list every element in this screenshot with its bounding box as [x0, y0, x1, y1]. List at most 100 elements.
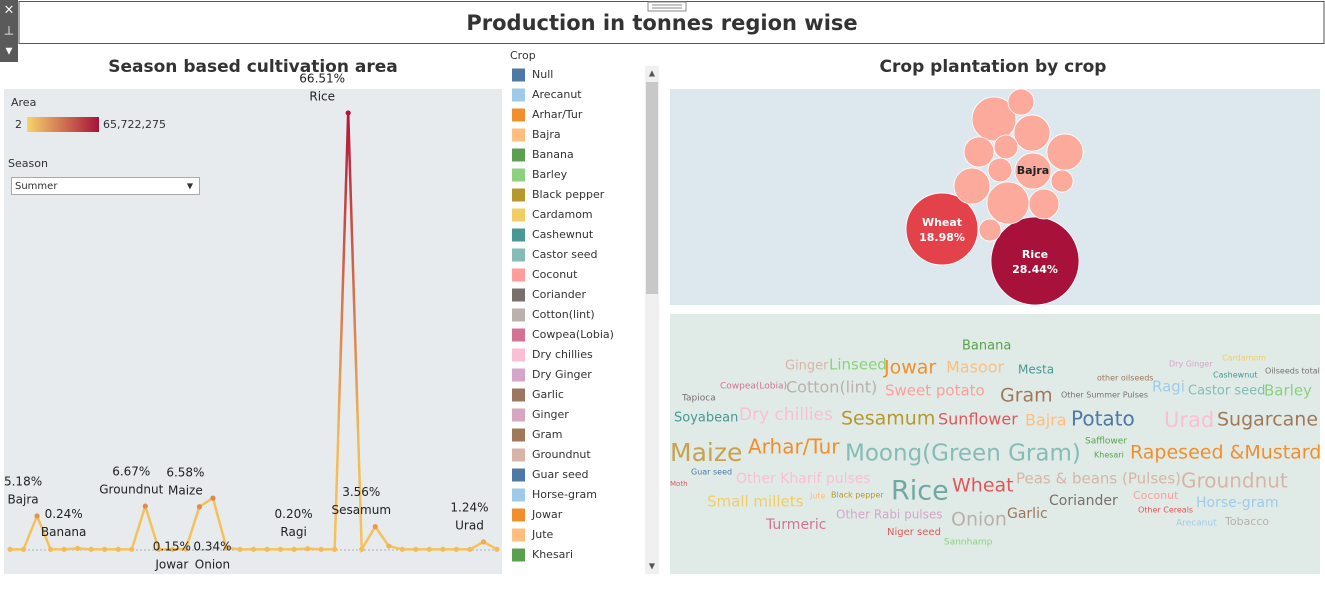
- point: [467, 546, 473, 552]
- legend-item: Groundnut: [532, 448, 591, 461]
- word: Barley: [1264, 382, 1312, 400]
- word: Rice: [891, 476, 949, 507]
- point: [61, 546, 67, 552]
- legend-swatch: [512, 328, 525, 342]
- legend-swatch: [512, 388, 525, 402]
- legend-item: Jowar: [531, 508, 563, 521]
- menu-icon[interactable]: ▼: [6, 47, 13, 57]
- point: [480, 539, 487, 545]
- season-dropdown[interactable]: [11, 177, 200, 195]
- legend-swatch: [512, 348, 525, 362]
- point: [237, 546, 243, 552]
- legend-swatch: [512, 228, 525, 242]
- data-label: 0.34%: [193, 540, 231, 554]
- point: [183, 546, 189, 552]
- point-label: Groundnut: [99, 483, 163, 497]
- point: [494, 546, 500, 552]
- bubble: [993, 134, 1019, 160]
- word: Arecanut: [1176, 519, 1217, 529]
- scroll-up[interactable]: ▲: [649, 69, 656, 78]
- legend-swatch: [512, 208, 525, 222]
- point: [115, 546, 121, 552]
- point-label: Jowar: [154, 558, 188, 572]
- legend-item: Cowpea(Lobia): [532, 328, 614, 341]
- legend-swatch: [512, 168, 525, 182]
- panel-title: Season based cultivation area: [108, 57, 397, 77]
- word: Cotton(lint): [786, 378, 877, 397]
- word: Coconut: [1133, 489, 1179, 502]
- word: Linseed: [829, 356, 887, 374]
- legend-item: Dry chillies: [532, 348, 593, 361]
- word: Khesari: [1094, 451, 1124, 460]
- point-label: Bajra: [7, 492, 38, 506]
- header-box: [18, 1, 1325, 44]
- legend-swatch: [512, 468, 525, 482]
- word: Safflower: [1085, 437, 1127, 447]
- legend-swatch: [512, 508, 525, 522]
- word: Banana: [962, 339, 1011, 354]
- word: Cardamom: [1222, 354, 1266, 363]
- drag-handle[interactable]: [647, 1, 687, 12]
- point: [332, 546, 338, 552]
- bubble: [905, 192, 979, 266]
- point: [102, 546, 108, 552]
- bubble-label: Wheat: [922, 216, 962, 229]
- close-icon[interactable]: ×: [4, 3, 15, 18]
- legend-swatch: [512, 448, 525, 462]
- word: Peas & beans (Pulses): [1016, 470, 1181, 488]
- word: Urad: [1164, 408, 1214, 432]
- scroll-thumb[interactable]: [646, 82, 658, 294]
- point: [291, 546, 297, 552]
- word: Black pepper: [831, 491, 884, 500]
- bubble: [953, 167, 991, 205]
- bubble: [990, 216, 1080, 306]
- legend-item: Bajra: [532, 128, 561, 141]
- word: Other Cereals: [1138, 506, 1193, 515]
- point: [399, 546, 405, 552]
- word: Small millets: [707, 493, 804, 511]
- legend-item: Jute: [531, 528, 554, 541]
- bubble: [1013, 114, 1051, 152]
- point: [196, 504, 202, 510]
- legend-swatch: [512, 108, 525, 122]
- bubble: [963, 136, 995, 168]
- pin-icon[interactable]: ⊥: [4, 24, 14, 38]
- point: [156, 546, 162, 552]
- line-panel: [4, 89, 502, 574]
- scroll-down[interactable]: ▼: [649, 562, 656, 571]
- legend-item: Cardamom: [532, 208, 593, 221]
- legend-swatch: [512, 288, 525, 302]
- legend-item: Guar seed: [532, 468, 589, 481]
- legend-item: Coconut: [532, 268, 578, 281]
- bubble: [971, 96, 1017, 142]
- point: [305, 546, 311, 552]
- bubble: [1050, 169, 1074, 193]
- word: Tapioca: [681, 394, 716, 404]
- word: Soyabean: [674, 411, 738, 426]
- data-label: 66.51%: [299, 71, 345, 85]
- word: Jute: [809, 492, 826, 501]
- word: Groundnut: [1181, 469, 1288, 493]
- point: [345, 110, 351, 116]
- data-label: 0.24%: [45, 507, 83, 521]
- point: [318, 546, 324, 552]
- legend-item: Castor seed: [532, 248, 597, 261]
- legend-item: Arecanut: [532, 88, 582, 101]
- legend-item: Cashewnut: [532, 228, 594, 241]
- bubble: [1007, 88, 1035, 116]
- legend-item: Arhar/Tur: [532, 108, 583, 121]
- data-label: 0.20%: [275, 507, 313, 521]
- point: [88, 546, 94, 552]
- word: Turmeric: [765, 517, 826, 533]
- word: Oilseeds total: [1265, 367, 1320, 376]
- legend-swatch: [512, 368, 525, 382]
- point: [75, 545, 81, 552]
- word: Garlic: [1007, 506, 1048, 522]
- word: Arhar/Tur: [748, 435, 840, 459]
- word: Rapeseed &Mustard: [1130, 442, 1321, 464]
- point: [142, 503, 148, 509]
- word: Onion: [951, 509, 1007, 531]
- dropdown-arrow: ▼: [187, 182, 194, 191]
